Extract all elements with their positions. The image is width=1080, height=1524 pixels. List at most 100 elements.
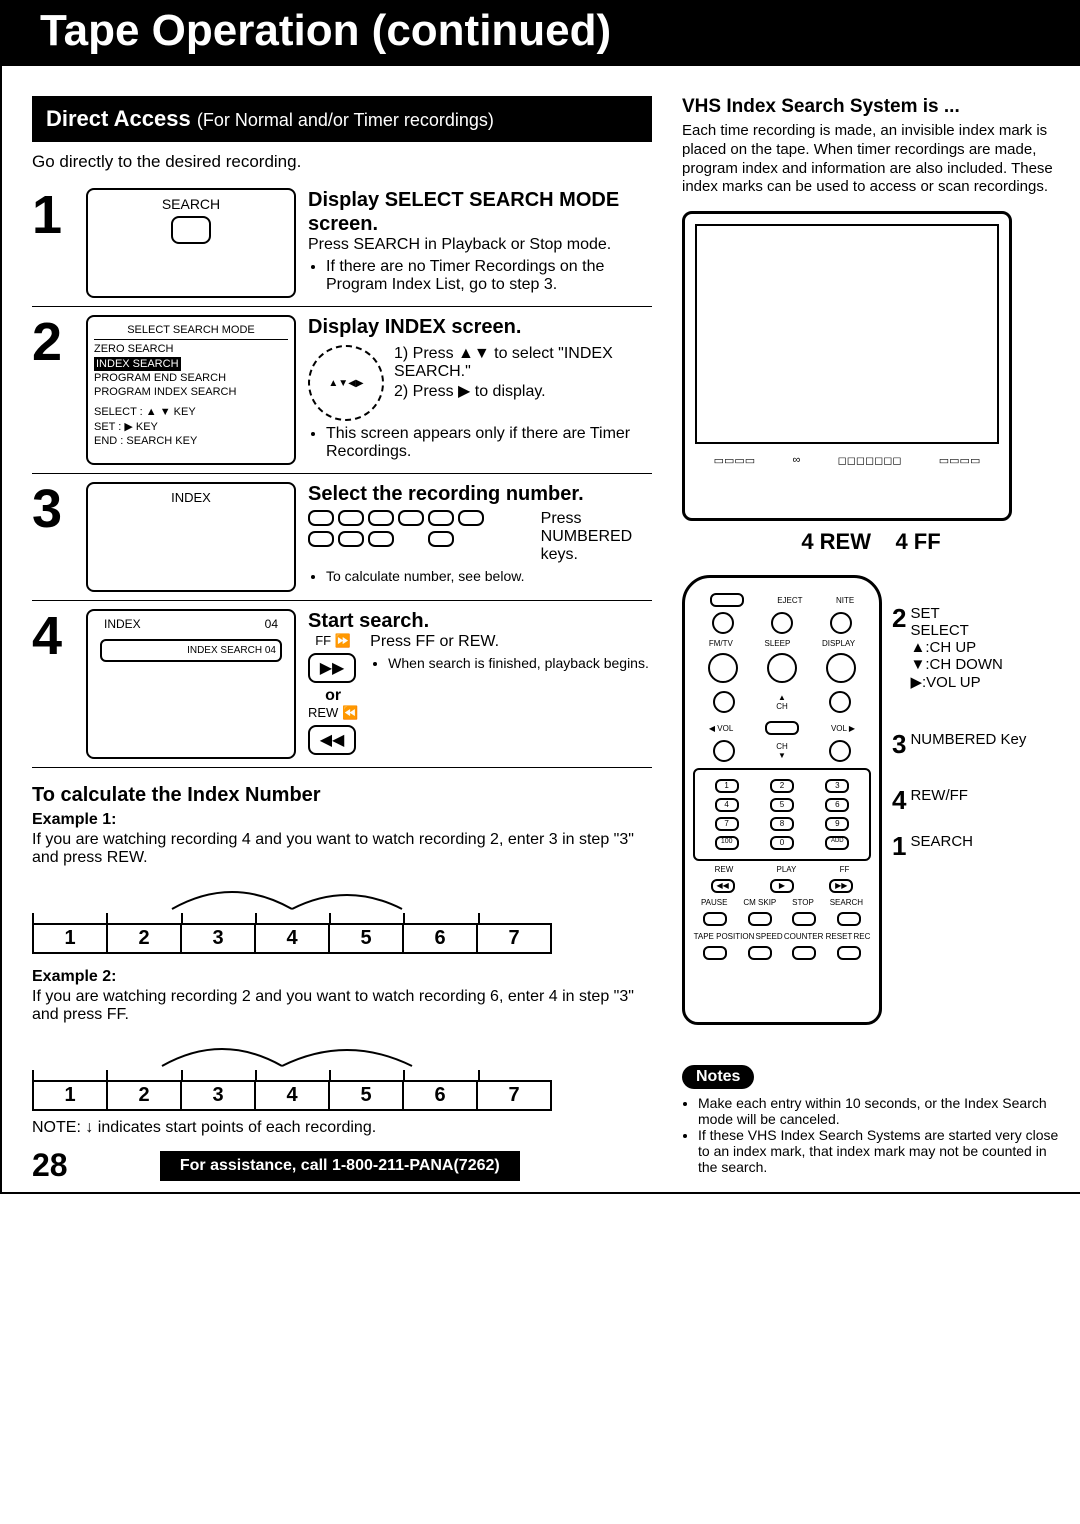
callout-2-chup: ▲:CH UP bbox=[910, 639, 1002, 656]
tape-cell: 7 bbox=[478, 925, 550, 952]
key-1: 1 bbox=[715, 779, 739, 793]
tape-diagram-1: 1 2 3 4 5 6 7 bbox=[32, 873, 552, 954]
tape-cell: 5 bbox=[330, 925, 404, 952]
sleep-label: SLEEP bbox=[764, 639, 790, 648]
index-label: INDEX bbox=[104, 617, 141, 631]
stop-t-label: STOP bbox=[792, 898, 814, 907]
spare-button-icon bbox=[830, 612, 852, 634]
step-4: 4 INDEX 04 INDEX SEARCH 04 Start search.… bbox=[32, 601, 652, 768]
mode-zero: ZERO SEARCH bbox=[94, 342, 288, 356]
rew-t-label: REW bbox=[715, 865, 734, 874]
step4-headline: Start search. bbox=[308, 609, 652, 633]
step3-bullet: To calculate number, see below. bbox=[326, 568, 652, 584]
mode-index-selected: INDEX SEARCH bbox=[94, 357, 181, 371]
step4-bullet: When search is finished, playback begins… bbox=[388, 655, 652, 671]
step3-device: INDEX bbox=[86, 482, 296, 592]
calculate-section: To calculate the Index Number Example 1:… bbox=[32, 784, 652, 1137]
mode-prog-end: PROGRAM END SEARCH bbox=[94, 371, 288, 385]
rec-label: REC bbox=[853, 932, 870, 941]
fmtv-button-icon bbox=[708, 653, 738, 683]
page-title: Tape Operation (continued) bbox=[0, 0, 1080, 66]
tape-cell: 3 bbox=[182, 925, 256, 952]
footer: 28 For assistance, call 1-800-211-PANA(7… bbox=[32, 1147, 652, 1184]
vhs-heading: VHS Index Search System is ... bbox=[682, 96, 1060, 118]
mode-hint1: SELECT : ▲ ▼ KEY bbox=[94, 405, 288, 419]
rew-t-icon: ◀◀ bbox=[711, 879, 735, 893]
tape-cell: 4 bbox=[256, 1082, 330, 1109]
cmskip-t-icon bbox=[748, 912, 772, 926]
display-label: DISPLAY bbox=[822, 639, 855, 648]
note-1: Make each entry within 10 seconds, or th… bbox=[698, 1095, 1060, 1127]
callout-3-num: 3 bbox=[892, 731, 906, 757]
calc-note: NOTE: ↓ indicates start points of each r… bbox=[32, 1119, 652, 1137]
index-number: 04 bbox=[265, 617, 278, 631]
search-button-icon bbox=[171, 216, 211, 244]
page-number: 28 bbox=[32, 1147, 68, 1184]
tape-cell: 5 bbox=[330, 1082, 404, 1109]
play-t-icon: ▶ bbox=[770, 879, 794, 893]
step1-body: Press SEARCH in Playback or Stop mode. bbox=[308, 236, 652, 254]
display-button-icon bbox=[826, 653, 856, 683]
index-search-sub: INDEX SEARCH 04 bbox=[100, 639, 282, 662]
ff-button-icon: ▶▶ bbox=[308, 653, 356, 683]
search-t-label: SEARCH bbox=[830, 898, 863, 907]
mode-prog-index: PROGRAM INDEX SEARCH bbox=[94, 385, 288, 399]
key-3: 3 bbox=[825, 779, 849, 793]
left-ring2-icon bbox=[713, 740, 735, 762]
callout-2-select: SELECT bbox=[910, 622, 1002, 639]
step1-text: Display SELECT SEARCH MODE screen. Press… bbox=[308, 188, 652, 298]
callout-2-volup: ▶:VOL UP bbox=[910, 673, 1002, 691]
example2-label: Example 2: bbox=[32, 968, 652, 986]
rew-label: REW bbox=[308, 705, 338, 720]
right-ring2-icon bbox=[829, 740, 851, 762]
callout-1-text: SEARCH bbox=[910, 833, 973, 850]
nite-button-icon bbox=[771, 612, 793, 634]
tape-cell: 1 bbox=[34, 925, 108, 952]
callout-4-num: 4 bbox=[892, 787, 906, 813]
search-label: SEARCH bbox=[94, 196, 288, 212]
calc-heading: To calculate the Index Number bbox=[32, 784, 652, 807]
step2-text: Display INDEX screen. ▲▼◀▶ 1) Press ▲▼ t… bbox=[308, 315, 652, 465]
remote-callouts: 2 SET SELECT ▲:CH UP ▼:CH DOWN ▶:VOL UP … bbox=[892, 575, 1060, 1025]
tape-pos-icon bbox=[703, 946, 727, 960]
sleep-button-icon bbox=[767, 653, 797, 683]
search-t-icon bbox=[837, 912, 861, 926]
left-ring-icon bbox=[713, 691, 735, 713]
callout-3-text: NUMBERED Key bbox=[910, 731, 1026, 748]
step-3: 3 INDEX Select the recording number. Pre… bbox=[32, 474, 652, 601]
key-5: 5 bbox=[770, 798, 794, 812]
tv-rew-ff-label: 4 REW 4 FF bbox=[682, 529, 1060, 555]
tape-cell: 1 bbox=[34, 1082, 108, 1109]
step2-bullet: This screen appears only if there are Ti… bbox=[326, 425, 652, 461]
step-number: 4 bbox=[32, 609, 74, 759]
counter-icon bbox=[792, 946, 816, 960]
notes-label: Notes bbox=[682, 1065, 754, 1089]
direct-access-header: Direct Access (For Normal and/or Timer r… bbox=[32, 96, 652, 142]
tv-diagram: ▭▭▭▭∞◻◻◻◻◻◻◻▭▭▭▭ bbox=[682, 211, 1012, 521]
key-adddel: ADD bbox=[825, 836, 849, 850]
play-t-label: PLAY bbox=[777, 865, 797, 874]
key-9: 9 bbox=[825, 817, 849, 831]
example1-text: If you are watching recording 4 and you … bbox=[32, 831, 652, 867]
step3-body: Press NUMBERED keys. bbox=[541, 510, 652, 564]
tape-cell: 6 bbox=[404, 925, 478, 952]
callout-2-set: SET bbox=[910, 605, 1002, 622]
example2-text: If you are watching recording 2 and you … bbox=[32, 988, 652, 1024]
vol-label-r: VOL bbox=[831, 724, 847, 733]
step2-headline: Display INDEX screen. bbox=[308, 315, 652, 339]
tape-cell: 2 bbox=[108, 925, 182, 952]
arc-icon bbox=[32, 1030, 552, 1070]
ff-t-label: FF bbox=[840, 865, 850, 874]
speed-icon bbox=[748, 946, 772, 960]
remote-diagram: EJECT NITE FM/TV SLEEP DISPLAY bbox=[682, 575, 882, 1025]
right-column: VHS Index Search System is ... Each time… bbox=[682, 96, 1060, 1184]
step-number: 3 bbox=[32, 482, 74, 592]
key-8: 8 bbox=[770, 817, 794, 831]
direct-access-intro: Go directly to the desired recording. bbox=[32, 152, 652, 172]
vhs-text: Each time recording is made, an invisibl… bbox=[682, 122, 1060, 197]
pause-t-icon bbox=[703, 912, 727, 926]
tv-controls: ▭▭▭▭∞◻◻◻◻◻◻◻▭▭▭▭ bbox=[695, 454, 999, 467]
key-4: 4 bbox=[715, 798, 739, 812]
step-number: 2 bbox=[32, 315, 74, 465]
counter-label: COUNTER RESET bbox=[784, 932, 852, 941]
